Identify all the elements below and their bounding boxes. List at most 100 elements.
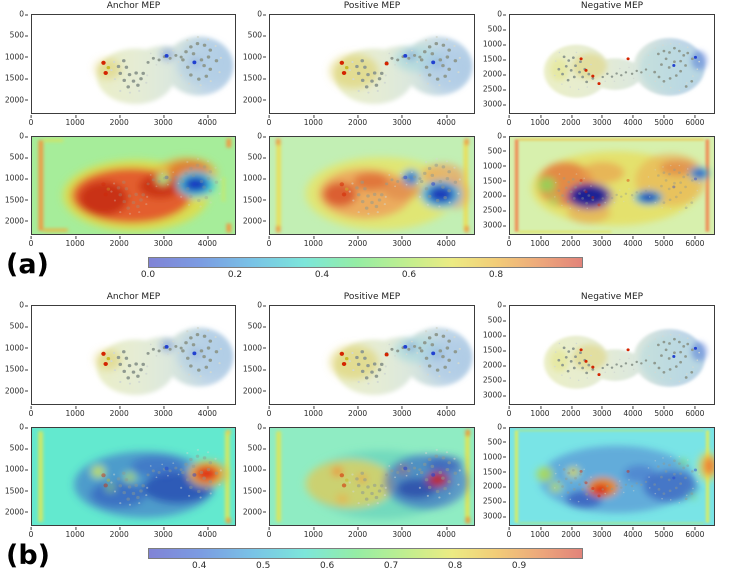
y-axis: 0 500 1000 1500 2000 xyxy=(0,301,29,405)
panel-title: Positive MEP xyxy=(343,1,401,11)
x-tick-label: 4000 xyxy=(436,527,456,539)
x-tick-label: 3000 xyxy=(392,527,412,539)
x-tick-label: 4000 xyxy=(623,527,643,539)
x-tick-label: 0 xyxy=(506,527,512,539)
x-tick-label: 0.6 xyxy=(319,561,335,571)
x-tick-label: 1000 xyxy=(303,527,323,539)
y-tick-label: 2500 xyxy=(482,205,507,215)
x-tick-label: 0.4 xyxy=(314,270,330,280)
x-tick-label: 0.7 xyxy=(383,561,399,571)
x-tick-label: 5000 xyxy=(654,406,674,418)
y-axis: 0 500 1000 1500 2000 xyxy=(0,423,29,526)
x-tick-label: 0 xyxy=(506,115,512,127)
x-tick-label: 1000 xyxy=(65,406,85,418)
x-tick-label: 2000 xyxy=(109,236,129,248)
x-tick-label: 3000 xyxy=(153,527,173,539)
y-tick-label: 1000 xyxy=(242,464,267,474)
y-tick-label: 2500 xyxy=(482,84,507,94)
x-axis: 0 1000 2000 3000 4000 xyxy=(267,406,475,418)
attention-heatmap-image xyxy=(510,428,714,525)
x-tick-label: 0 xyxy=(28,527,34,539)
x-tick-label: 2000 xyxy=(109,406,129,418)
x-tick-label: 4000 xyxy=(197,527,217,539)
group-label-a: (a) xyxy=(6,249,49,280)
plot-a-negative-heatmap xyxy=(509,136,715,235)
x-tick-label: 0 xyxy=(28,406,34,418)
mep-surface-image xyxy=(510,15,714,113)
x-tick-label: 1000 xyxy=(530,115,550,127)
x-tick-label: 3000 xyxy=(153,115,173,127)
y-tick-label: 0 xyxy=(257,9,266,19)
plot-a-negative-mep xyxy=(509,14,715,114)
x-tick-label: 2000 xyxy=(348,115,368,127)
y-tick-label: 0 xyxy=(19,9,28,19)
x-tick-label: 2000 xyxy=(561,406,581,418)
x-tick-label: 1000 xyxy=(65,527,85,539)
y-axis: 0 500 1000 1500 2000 xyxy=(238,301,267,405)
x-tick-label: 2000 xyxy=(561,527,581,539)
y-tick-label: 1500 xyxy=(242,195,267,205)
x-tick-label: 1000 xyxy=(530,236,550,248)
y-tick-label: 1500 xyxy=(4,486,29,496)
y-tick-label: 500 xyxy=(487,437,507,447)
x-tick-label: 4000 xyxy=(197,406,217,418)
x-tick-label: 2000 xyxy=(348,236,368,248)
y-tick-label: 1500 xyxy=(482,54,507,64)
x-tick-label: 6000 xyxy=(685,527,705,539)
y-axis: 0 500 1000 1500 2000 xyxy=(238,10,267,114)
x-tick-label: 4000 xyxy=(436,406,456,418)
x-tick-label: 2000 xyxy=(561,115,581,127)
x-tick-label: 0 xyxy=(28,236,34,248)
x-tick-label: 0.6 xyxy=(401,270,417,280)
y-tick-label: 3000 xyxy=(482,390,507,400)
y-tick-label: 500 xyxy=(9,443,29,453)
plot-b-positive-heatmap xyxy=(269,427,475,526)
x-tick-label: 0 xyxy=(266,236,272,248)
x-axis: 0 1000 2000 3000 4000 xyxy=(28,527,236,539)
mep-surface-image xyxy=(270,306,474,404)
x-tick-label: 4000 xyxy=(623,115,643,127)
y-tick-label: 0 xyxy=(19,300,28,310)
x-axis: 0 1000 2000 3000 4000 5000 6000 xyxy=(507,236,715,248)
y-tick-label: 0 xyxy=(497,131,506,141)
group-a: Anchor MEP Positive MEP Negative MEP 0 50… xyxy=(0,0,729,291)
y-tick-label: 2000 xyxy=(482,69,507,79)
y-tick-label: 0 xyxy=(497,422,506,432)
y-tick-label: 1000 xyxy=(482,330,507,340)
colorbar-a xyxy=(148,257,583,268)
y-tick-label: 1000 xyxy=(482,39,507,49)
y-tick-label: 0 xyxy=(257,422,266,432)
y-tick-label: 0 xyxy=(19,422,28,432)
x-tick-label: 4000 xyxy=(436,115,456,127)
panel-title: Negative MEP xyxy=(580,1,644,11)
x-tick-label: 4000 xyxy=(623,406,643,418)
y-tick-label: 2000 xyxy=(242,507,267,517)
y-tick-label: 500 xyxy=(9,30,29,40)
y-tick-label: 1000 xyxy=(242,173,267,183)
x-axis: 0 1000 2000 3000 4000 xyxy=(29,115,236,127)
x-tick-label: 0.8 xyxy=(447,561,463,571)
y-tick-label: 0 xyxy=(497,9,506,19)
y-tick-label: 0 xyxy=(257,131,266,141)
plot-a-positive-mep xyxy=(269,14,475,114)
attention-heatmap-image xyxy=(32,137,235,234)
y-tick-label: 1500 xyxy=(4,195,29,205)
x-tick-label: 0 xyxy=(266,115,272,127)
colorbar-b xyxy=(148,548,583,559)
x-axis: 0 1000 2000 3000 4000 xyxy=(28,406,236,418)
plot-b-negative-mep xyxy=(509,305,715,405)
y-axis: 0 500 1000 1500 2000 xyxy=(238,132,267,235)
x-tick-label: 0 xyxy=(506,406,512,418)
x-tick-label: 1000 xyxy=(65,115,85,127)
y-axis: 0 500 1000 1500 2000 2500 3000 xyxy=(478,301,507,405)
x-tick-label: 0.0 xyxy=(140,270,156,280)
y-axis: 0 500 1000 1500 2000 xyxy=(0,132,29,235)
y-tick-label: 1500 xyxy=(242,73,267,83)
y-tick-label: 1000 xyxy=(482,452,507,462)
x-tick-label: 4000 xyxy=(436,236,456,248)
x-tick-label: 5000 xyxy=(654,236,674,248)
y-tick-label: 3000 xyxy=(482,99,507,109)
y-tick-label: 1500 xyxy=(482,345,507,355)
group-label-b: (b) xyxy=(6,540,51,571)
y-tick-label: 1500 xyxy=(242,364,267,374)
